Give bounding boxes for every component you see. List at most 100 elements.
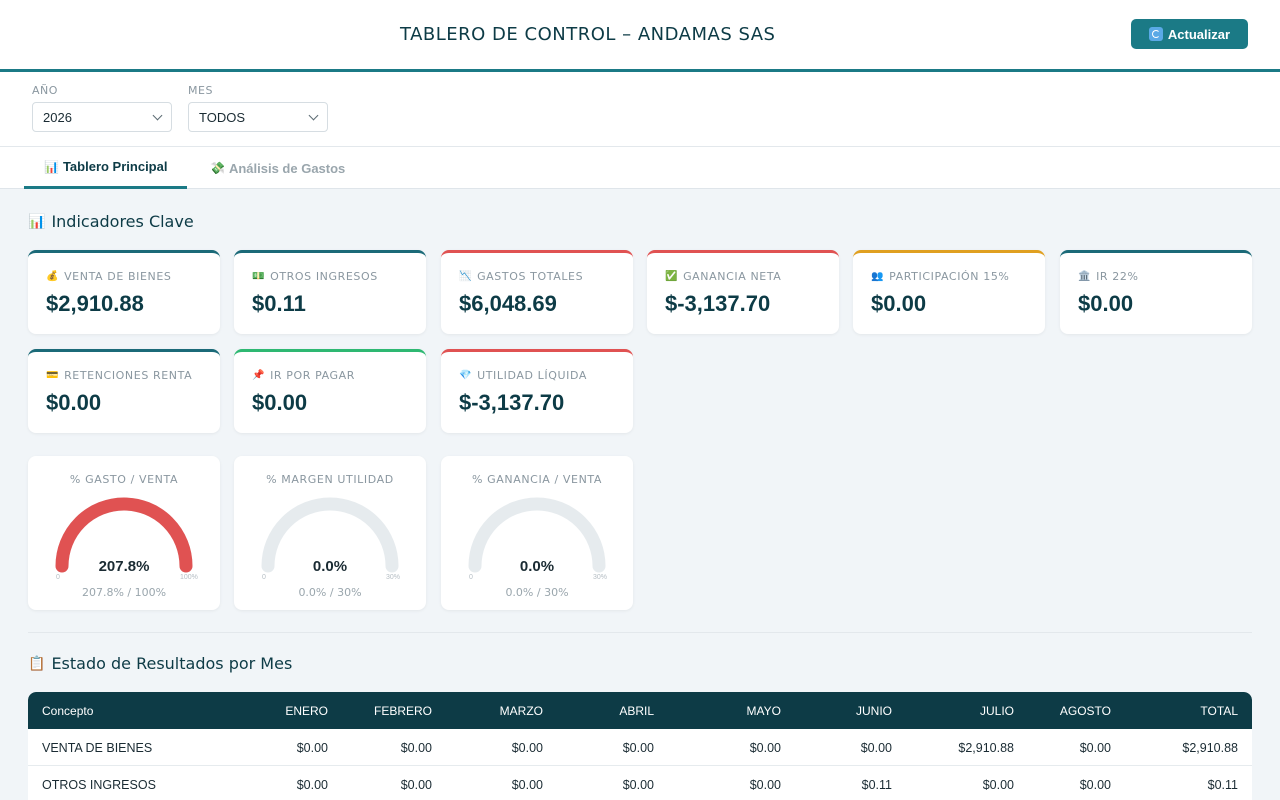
table-cell: $0.00 [400,777,432,792]
kpi-label: 💵 OTROS INGRESOS [252,270,408,283]
kpi-label: 🏛️ IR 22% [1078,270,1234,283]
gauge-card: % GASTO / VENTA 0 100% 207.8% 207.8% / 100% [28,456,220,610]
divider [28,632,1252,633]
gauge-label: % GANANCIA / VENTA [471,473,603,486]
results-section-title: 📋 Estado de Resultados por Mes [28,654,292,673]
row-label: VENTA DE BIENES [42,740,153,755]
chevron-down-icon [308,110,319,120]
kpi-label-text: IR 22% [1096,270,1139,283]
kpi-value: $0.00 [252,390,308,415]
table-cell: $0.00 [622,740,654,755]
kpi-card: 💵 OTROS INGRESOS $0.11 [234,250,426,334]
kpi-value: $0.00 [1078,291,1134,316]
kpi-label-text: UTILIDAD LÍQUIDA [477,369,587,382]
tab-label: Tablero Principal [62,159,168,174]
pin-icon: 📌 [252,370,266,381]
page-title: TABLERO DE CONTROL – ANDAMAS SAS [400,24,776,45]
refresh-button[interactable]: Actualizar [1131,19,1248,49]
table-cell: $0.00 [296,740,328,755]
table-row: OTROS INGRESOS $0.00 $0.00 $0.00 $0.00 $0.00 $… [28,766,1252,800]
kpi-value: $0.00 [871,291,927,316]
table-cell: $0.00 [749,777,781,792]
table-cell: $0.00 [400,740,432,755]
tab-bar: 📊 Tablero Principal 💸 Análisis de Gastos [0,147,1280,189]
tab-label: Análisis de Gastos [228,160,346,176]
gem-icon: 💎 [459,370,473,381]
gauge-card: % GANANCIA / VENTA 0 30% 0.0% 0.0% / 30% [441,456,633,610]
kpi-label: 💎 UTILIDAD LÍQUIDA [459,369,615,382]
gauge-min: 0 [262,574,266,581]
kpi-label: 📌 IR POR PAGAR [252,369,408,382]
gauge-min: 0 [56,574,60,581]
table-cell: $0.00 [622,777,654,792]
chart-down-icon: 📉 [459,271,473,282]
gauge-value: 0.0% [519,558,555,575]
table-header: Concepto ENERO FEBRERO MARZO ABRIL MAYO JUNIO J… [28,692,1252,729]
table-cell: $0.00 [511,740,543,755]
kpi-label-text: IR POR PAGAR [270,369,356,382]
kpi-value: $0.00 [46,390,102,415]
table-cell: $2,910.88 [958,740,1014,755]
gauge-max: 30% [386,574,401,581]
table-cell: $0.00 [296,777,328,792]
results-table: Concepto ENERO FEBRERO MARZO ABRIL MAYO JUNIO J… [28,692,1252,800]
kpi-label: 📉 GASTOS TOTALES [459,270,615,283]
refresh-button-label: Actualizar [1167,26,1231,42]
gauge-max: 30% [593,574,608,581]
chart-icon: 📊 [44,159,59,174]
column-header[interactable]: MAYO [746,703,781,718]
month-filter-label: MES [188,84,213,97]
chart-icon: 📊 [28,213,46,230]
money-bag-icon: 💰 [46,271,60,282]
column-header[interactable]: ENERO [285,703,328,718]
kpi-card: ✅ GANANCIA NETA $-3,137.70 [647,250,839,334]
gauge-track [468,497,606,573]
tab-tablero-principal[interactable]: 📊 Tablero Principal [24,147,188,189]
column-header[interactable]: JUNIO [856,703,892,718]
column-header[interactable]: TOTAL [1200,703,1238,718]
column-header[interactable]: Concepto [42,703,94,718]
table-cell: $0.11 [1207,777,1238,792]
month-select[interactable]: TODOS [188,102,328,132]
gauge-card: % MARGEN UTILIDAD 0 30% 0.0% 0.0% / 30% [234,456,426,610]
kpi-label-text: RETENCIONES RENTA [64,369,193,382]
gauge-subtext: 207.8% / 100% [81,586,167,599]
tab-analisis-gastos[interactable]: 💸 Análisis de Gastos [190,147,365,189]
table-cell: $2,910.88 [1182,740,1238,755]
year-select-value: 2026 [43,109,72,125]
kpi-card: 💳 RETENCIONES RENTA $0.00 [28,349,220,433]
kpi-label-text: VENTA DE BIENES [64,270,172,283]
credit-card-icon: 💳 [46,370,60,381]
check-icon: ✅ [665,271,679,282]
column-header[interactable]: JULIO [979,703,1014,718]
kpi-label: 💰 VENTA DE BIENES [46,270,202,283]
banknote-icon: 💵 [252,271,266,282]
kpi-card: 👥 PARTICIPACIÓN 15% $0.00 [853,250,1045,334]
column-header[interactable]: FEBRERO [373,703,432,718]
column-header[interactable]: MARZO [499,703,543,718]
kpi-value: $0.11 [252,291,306,316]
money-wings-icon: 💸 [210,161,225,175]
table-row: VENTA DE BIENES $0.00 $0.00 $0.00 $0.00 $0.00… [28,729,1252,766]
row-label: OTROS INGRESOS [42,777,156,792]
column-header[interactable]: ABRIL [619,703,654,718]
kpi-label: 👥 PARTICIPACIÓN 15% [871,270,1027,283]
kpi-section-title: 📊 Indicadores Clave [28,212,194,231]
gauge-fill [55,497,193,573]
gauge-max: 100% [180,574,198,581]
table-cell: $0.00 [511,777,543,792]
column-header[interactable]: AGOSTO [1059,703,1111,718]
gauge-subtext: 0.0% / 30% [298,586,362,599]
kpi-card: 📉 GASTOS TOTALES $6,048.69 [441,250,633,334]
gauge-subtext: 0.0% / 30% [505,586,569,599]
gauge-track [261,497,399,573]
kpi-label: ✅ GANANCIA NETA [665,270,821,283]
year-filter: AÑO 2026 [32,84,172,132]
refresh-icon [1148,27,1163,41]
kpi-label-text: OTROS INGRESOS [270,270,378,283]
year-select[interactable]: 2026 [32,102,172,132]
kpi-label-text: GASTOS TOTALES [477,270,584,283]
results-section-title-text: Estado de Resultados por Mes [51,654,293,673]
table-cell: $0.11 [861,777,892,792]
kpi-card: 💎 UTILIDAD LÍQUIDA $-3,137.70 [441,349,633,433]
